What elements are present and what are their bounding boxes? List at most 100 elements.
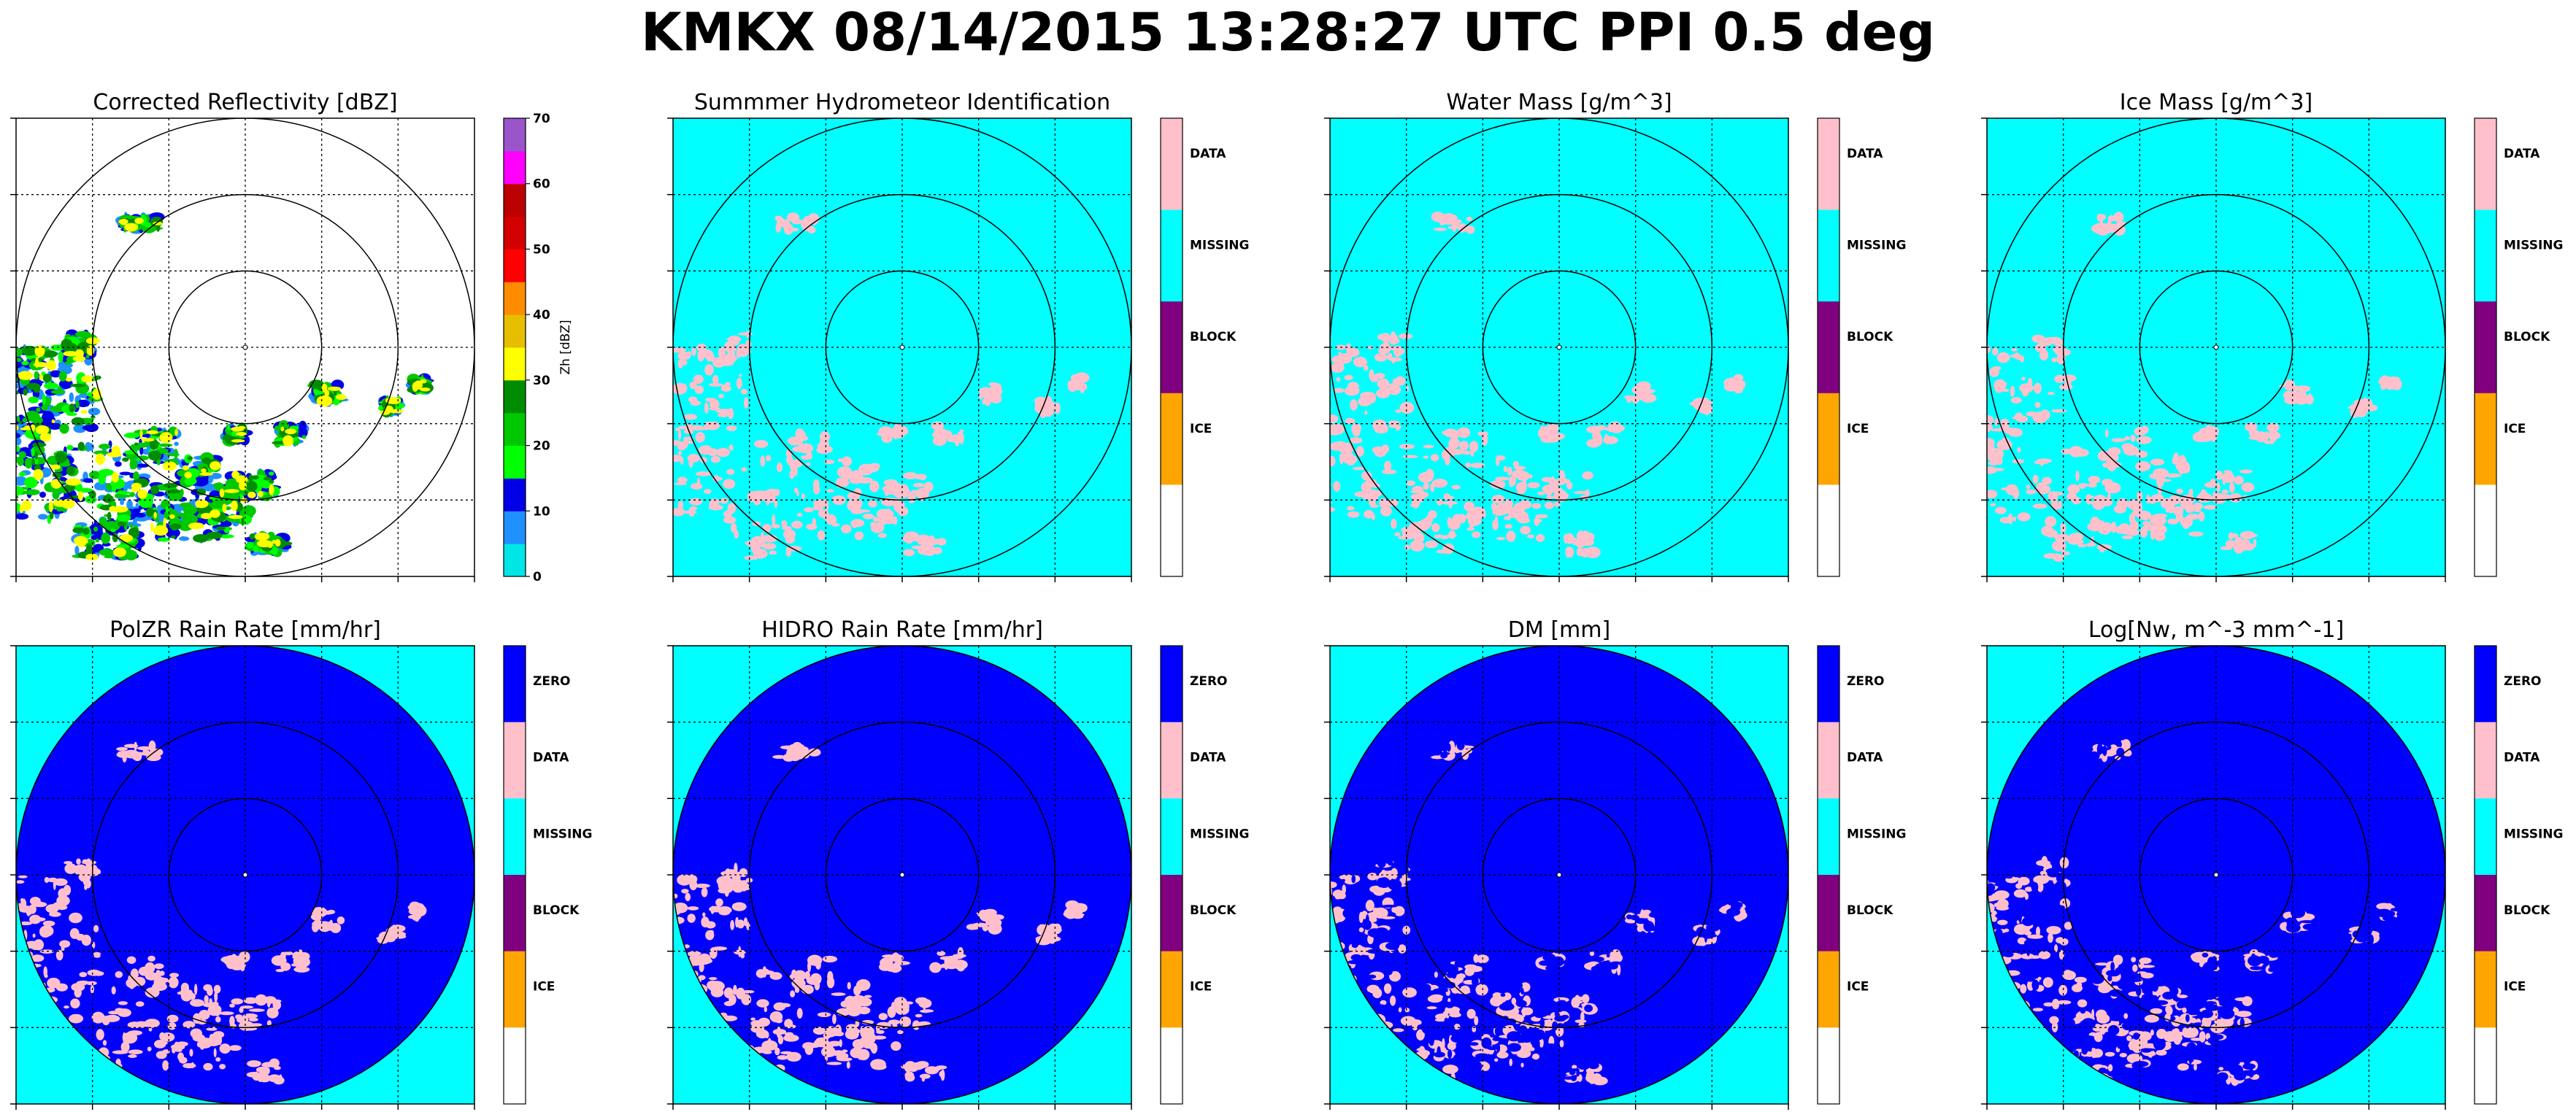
echo-blob — [1537, 491, 1546, 495]
echo-blob — [1527, 534, 1535, 538]
echo-blob — [831, 495, 845, 500]
colorbar-band — [504, 798, 526, 876]
echo-blob — [1507, 1043, 1521, 1052]
echo-blob — [267, 1008, 278, 1011]
echo-blob — [2059, 384, 2073, 390]
echo-blob — [839, 471, 852, 478]
echo-blob — [2112, 954, 2123, 965]
echo-blob — [1344, 374, 1353, 381]
echo-blob — [274, 1066, 281, 1070]
colorbar-band — [1818, 951, 1839, 1028]
echo-blob — [2107, 223, 2116, 233]
echo-blob — [1330, 881, 1337, 888]
echo-blob — [2044, 1008, 2050, 1012]
colorbar-category-label: ICE — [1847, 422, 1869, 436]
echo-blob — [710, 455, 721, 463]
echo-blob — [681, 360, 688, 366]
echo-blob — [75, 400, 80, 409]
echo-blob — [222, 434, 233, 441]
echo-blob — [2049, 1016, 2059, 1024]
echo-blob — [2104, 429, 2109, 438]
echo-blob — [683, 414, 698, 420]
colorbar-band — [1161, 646, 1183, 723]
echo-blob — [2050, 905, 2065, 910]
echo-blob — [2216, 482, 2221, 493]
echo-blob — [1648, 912, 1661, 918]
panel-4: PolZR Rain Rate [mm/hr]ZERODATAMISSINGBL… — [10, 617, 592, 1110]
echo-blob — [196, 514, 201, 518]
colorbar-band — [2475, 646, 2496, 723]
echo-blob — [272, 999, 282, 1003]
colorbar-band — [1161, 301, 1183, 394]
echo-blob — [253, 545, 259, 553]
radar-site — [2213, 344, 2219, 350]
colorbar-category-label: DATA — [1847, 751, 1883, 765]
echo-blob — [1367, 949, 1383, 954]
echo-blob — [1987, 878, 1988, 884]
echo-blob — [727, 408, 734, 420]
echo-blob — [753, 496, 761, 506]
radar-site — [899, 344, 905, 350]
echo-blob — [1342, 878, 1345, 883]
echo-blob — [21, 500, 32, 511]
echo-blob — [1430, 482, 1435, 493]
echo-blob — [2044, 919, 2050, 924]
echo-blob — [781, 520, 788, 528]
echo-blob — [1993, 895, 1998, 900]
echo-blob — [1500, 993, 1506, 997]
echo-blob — [1380, 870, 1387, 878]
echo-blob — [784, 1019, 793, 1029]
echo-blob — [2107, 1064, 2113, 1072]
echo-blob — [1402, 527, 1409, 538]
echo-blob — [741, 467, 747, 472]
colorbar-band — [504, 478, 526, 511]
echo-blob — [1575, 538, 1580, 544]
echo-blob — [1466, 217, 1473, 221]
echo-blob — [854, 531, 864, 541]
echo-blob — [69, 912, 82, 924]
echo-blob — [1385, 870, 1397, 877]
echo-blob — [2074, 976, 2087, 984]
echo-blob — [695, 471, 712, 476]
echo-blob — [1391, 906, 1396, 913]
echo-blob — [2150, 1030, 2154, 1036]
echo-blob — [883, 479, 898, 486]
colorbar-category-label: MISSING — [2504, 239, 2563, 253]
echo-blob — [1459, 441, 1469, 451]
echo-blob — [1576, 547, 1583, 557]
echo-blob — [2078, 483, 2088, 487]
echo-blob — [678, 450, 682, 455]
colorbar-category-label: ICE — [1190, 422, 1212, 436]
echo-blob — [1412, 485, 1424, 493]
echo-blob — [1574, 995, 1580, 1006]
echo-blob — [207, 986, 213, 996]
echo-blob — [2176, 1000, 2185, 1009]
echo-blob — [239, 961, 245, 968]
echo-blob — [2015, 354, 2023, 360]
echo-blob — [48, 501, 53, 513]
echo-blob — [2138, 961, 2145, 970]
echo-blob — [247, 491, 256, 498]
echo-blob — [776, 463, 783, 472]
echo-blob — [1336, 377, 1341, 382]
echo-blob — [2015, 883, 2023, 889]
echo-blob — [179, 1057, 188, 1064]
echo-blob — [1520, 1031, 1534, 1043]
echo-blob — [1325, 980, 1329, 992]
echo-blob — [98, 474, 106, 484]
echo-blob — [128, 1054, 137, 1058]
echo-blob — [266, 1011, 279, 1015]
echo-blob — [87, 969, 101, 976]
echo-blob — [1542, 484, 1557, 493]
echo-blob — [209, 461, 221, 471]
echo-blob — [661, 353, 668, 358]
echo-blob — [1457, 973, 1466, 979]
echo-blob — [831, 992, 846, 996]
echo-blob — [1330, 430, 1340, 436]
echo-blob — [897, 506, 909, 517]
echo-blob — [155, 1051, 167, 1059]
echo-blob — [806, 452, 812, 459]
echo-blob — [2150, 530, 2155, 540]
colorbar-band — [2475, 722, 2496, 799]
